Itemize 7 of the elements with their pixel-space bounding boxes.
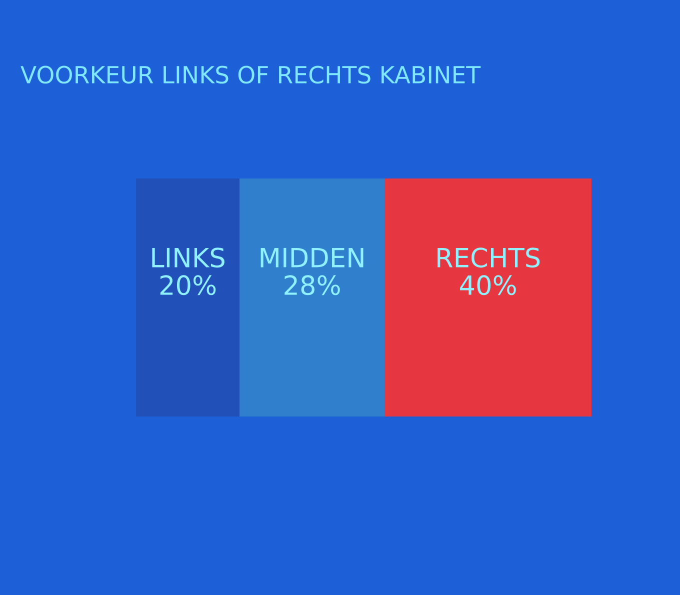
data-label: 20%: [160, 275, 216, 296]
data-label: 40%: [460, 275, 516, 296]
data-label: 28%: [284, 275, 340, 296]
series-label: MIDDEN: [260, 248, 364, 268]
chart-title: VOORKEUR LINKS OF RECHTS KABINET: [20, 66, 481, 84]
series-label: RECHTS: [438, 248, 540, 268]
series-label: LINKS: [152, 248, 224, 268]
